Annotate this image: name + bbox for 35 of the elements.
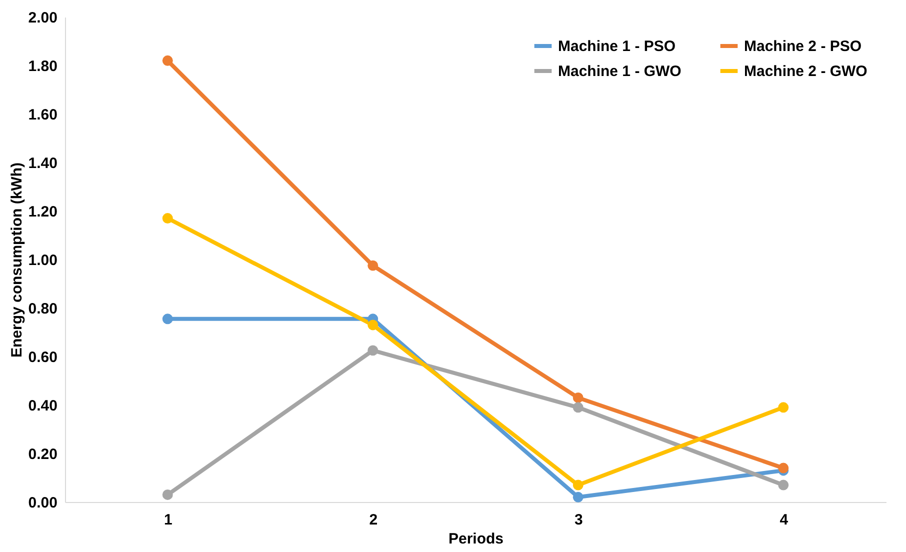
point: [162, 213, 173, 224]
point: [162, 55, 173, 66]
x-axis-title: Periods: [448, 530, 504, 548]
y-tick-label: 1.80: [28, 58, 58, 75]
y-tick-label: 0.80: [28, 300, 58, 318]
point: [368, 320, 378, 330]
y-tick-label: 1.20: [28, 204, 58, 220]
point: [572, 402, 584, 413]
x-tick-label: 2: [369, 512, 378, 528]
legend-label: Machine 1 - GWO: [558, 63, 682, 80]
point: [162, 489, 173, 500]
y-axis-title: Energy consumption (kWh): [8, 162, 26, 358]
y-tick-label: 0.40: [28, 398, 58, 414]
y-tick-label: 0.00: [28, 494, 58, 512]
y-tick-label: 1.40: [28, 155, 58, 172]
point: [572, 480, 584, 490]
y-tick-label: 0.20: [28, 446, 58, 463]
legend-label: Machine 1 - PSO: [558, 38, 676, 55]
point: [778, 462, 789, 474]
point: [368, 345, 378, 356]
legend-label: Machine 2 - GWO: [744, 63, 868, 80]
point: [778, 480, 789, 490]
point: [572, 492, 584, 502]
x-tick-label: 4: [780, 512, 789, 528]
x-tick-label: 1: [164, 512, 172, 528]
legend-label: Machine 2 - PSO: [744, 38, 862, 55]
point: [368, 260, 378, 271]
y-tick-label: 1.60: [28, 106, 58, 124]
point: [778, 402, 789, 413]
y-tick-label: 1.00: [28, 252, 58, 269]
y-tick-label: 2.00: [28, 10, 58, 26]
point: [572, 392, 584, 403]
point: [162, 314, 173, 324]
x-tick-label: 3: [574, 512, 583, 528]
y-tick-label: 0.60: [28, 349, 58, 366]
